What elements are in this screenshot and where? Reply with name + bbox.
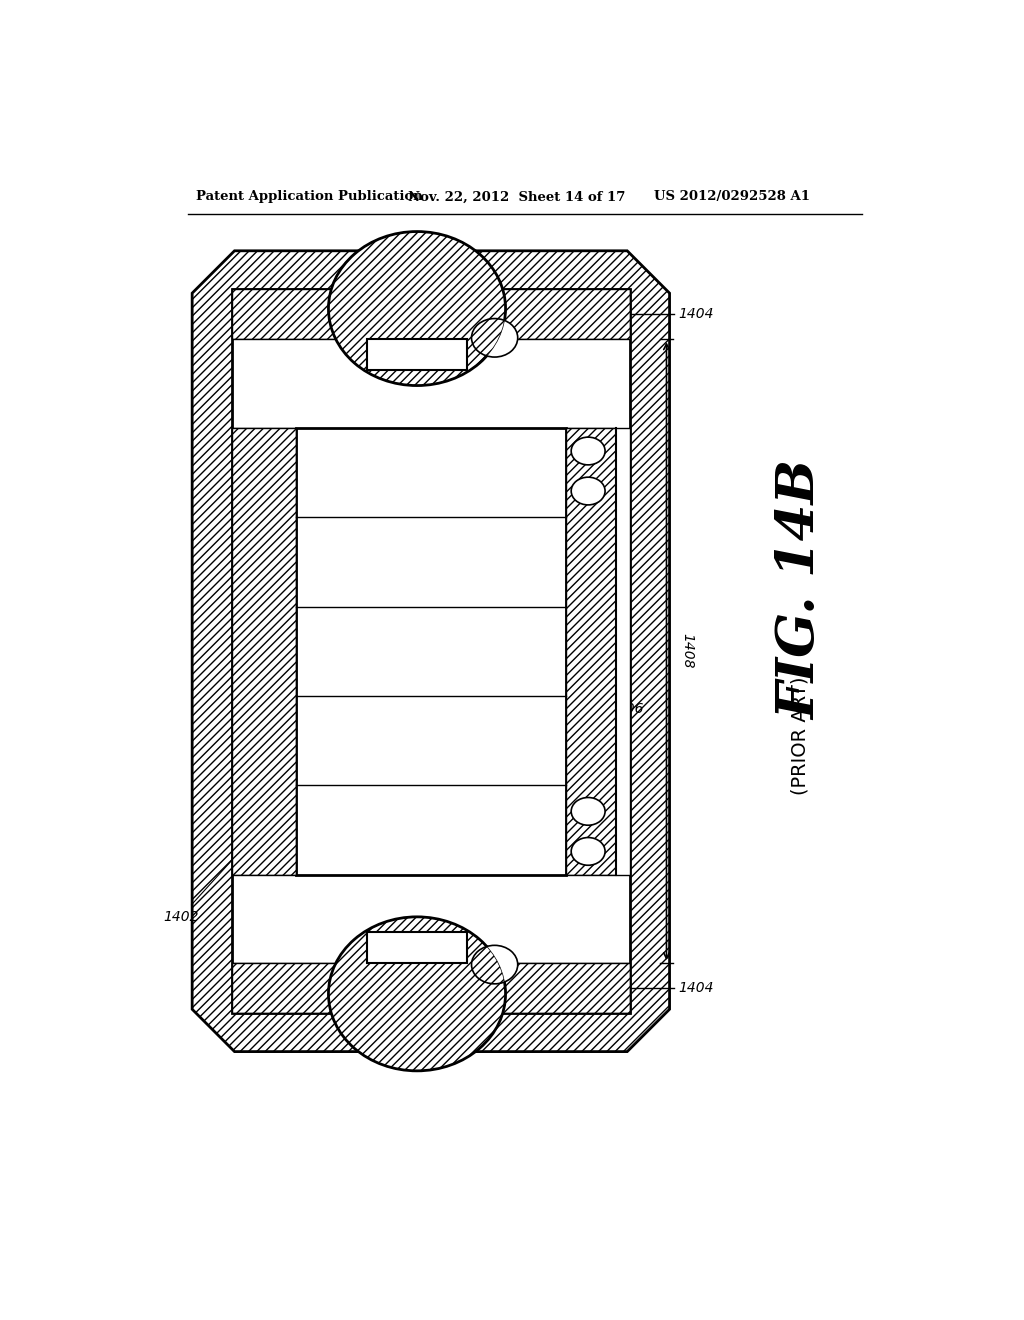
Polygon shape bbox=[193, 251, 670, 1052]
Bar bbox=[232, 428, 296, 875]
Bar bbox=[232, 964, 630, 1014]
Bar bbox=[232, 289, 630, 339]
Text: FIG. 14B: FIG. 14B bbox=[775, 459, 826, 719]
Text: 1406: 1406 bbox=[564, 676, 643, 715]
Bar bbox=[232, 428, 296, 875]
Bar bbox=[565, 428, 615, 875]
Ellipse shape bbox=[471, 945, 518, 983]
Ellipse shape bbox=[329, 917, 506, 1071]
Text: 1404: 1404 bbox=[678, 982, 714, 995]
Ellipse shape bbox=[571, 837, 605, 866]
Ellipse shape bbox=[571, 797, 605, 825]
Bar bbox=[565, 428, 630, 875]
Text: 1402: 1402 bbox=[163, 854, 238, 924]
Text: Nov. 22, 2012  Sheet 14 of 17: Nov. 22, 2012 Sheet 14 of 17 bbox=[408, 190, 625, 203]
Bar bbox=[232, 289, 630, 339]
Text: 1400: 1400 bbox=[297, 296, 333, 310]
Bar bbox=[232, 289, 630, 1014]
Ellipse shape bbox=[571, 478, 605, 506]
Text: Patent Application Publication: Patent Application Publication bbox=[196, 190, 423, 203]
Ellipse shape bbox=[329, 231, 506, 385]
Bar bbox=[367, 339, 467, 370]
Text: 1408: 1408 bbox=[680, 634, 694, 669]
Ellipse shape bbox=[471, 318, 518, 358]
Text: 1404: 1404 bbox=[678, 308, 714, 321]
Bar bbox=[367, 932, 467, 964]
Bar bbox=[296, 428, 565, 875]
Text: (PRIOR ART): (PRIOR ART) bbox=[791, 677, 810, 795]
Text: US 2012/0292528 A1: US 2012/0292528 A1 bbox=[654, 190, 810, 203]
Bar bbox=[232, 964, 630, 1014]
Ellipse shape bbox=[571, 437, 605, 465]
